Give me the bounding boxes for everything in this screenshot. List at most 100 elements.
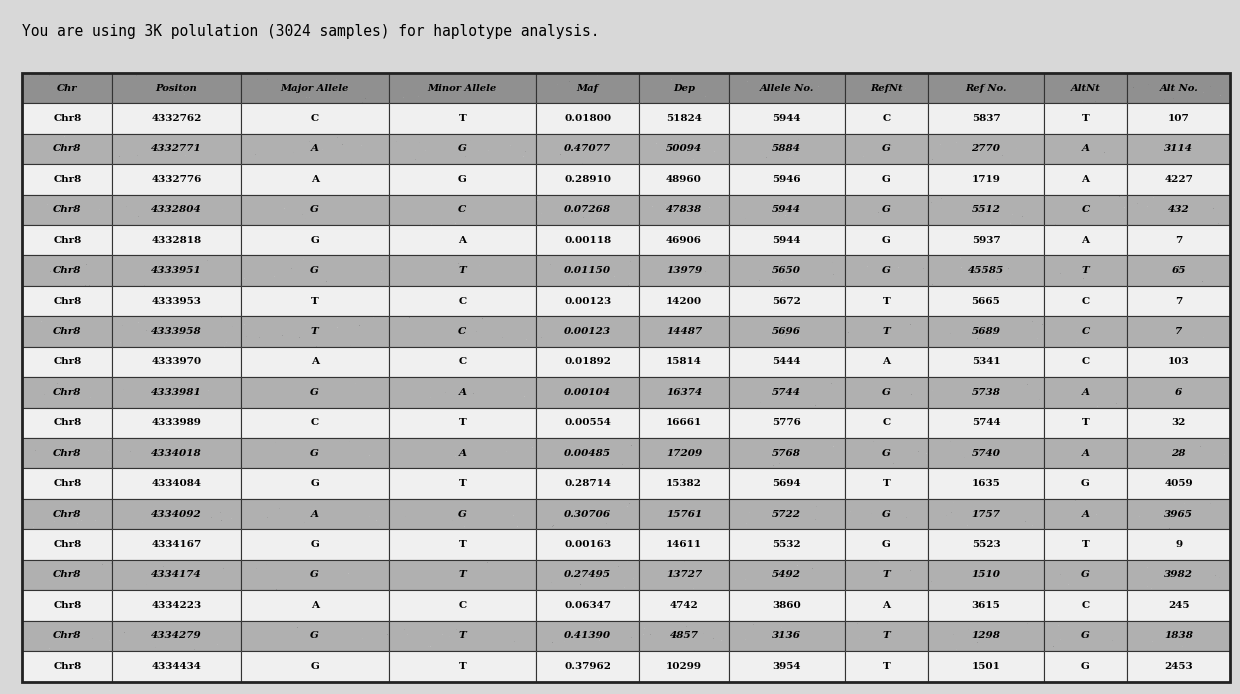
Bar (844, 651, 928, 682)
Text: C: C (459, 296, 466, 305)
Bar (113, 530, 241, 560)
Bar (241, 530, 388, 560)
Bar (113, 164, 241, 194)
Bar (729, 468, 844, 499)
Bar (844, 164, 928, 194)
Bar (928, 499, 1044, 530)
Bar (639, 651, 729, 682)
Text: 13979: 13979 (666, 266, 702, 276)
Bar (1127, 499, 1230, 530)
Text: A: A (459, 236, 466, 245)
Bar (536, 530, 639, 560)
Text: Allele No.: Allele No. (760, 83, 813, 92)
Bar (1127, 164, 1230, 194)
Bar (241, 620, 388, 651)
Bar (729, 134, 844, 164)
Bar (844, 468, 928, 499)
Bar (639, 378, 729, 407)
Bar (928, 255, 1044, 286)
Text: A: A (311, 175, 319, 184)
Bar (844, 134, 928, 164)
Text: T: T (459, 114, 466, 123)
Text: Chr8: Chr8 (53, 570, 82, 579)
Bar (388, 438, 536, 468)
Bar (844, 590, 928, 620)
Bar (1044, 530, 1127, 560)
Bar (22, 103, 113, 134)
Text: 0.00118: 0.00118 (564, 236, 611, 245)
Text: 5696: 5696 (773, 327, 801, 336)
Text: 1510: 1510 (971, 570, 1001, 579)
Bar (22, 225, 113, 255)
Text: Chr8: Chr8 (53, 327, 82, 336)
Bar (639, 347, 729, 378)
Text: G: G (310, 205, 319, 214)
Text: 1757: 1757 (971, 509, 1001, 518)
Bar (1044, 286, 1127, 316)
Bar (928, 620, 1044, 651)
Bar (388, 530, 536, 560)
Text: 1838: 1838 (1164, 632, 1193, 641)
Bar (388, 407, 536, 438)
Bar (1127, 255, 1230, 286)
Text: 3615: 3615 (972, 601, 1001, 610)
Bar (844, 468, 928, 499)
Bar (844, 347, 928, 378)
Bar (1127, 651, 1230, 682)
Text: 0.41390: 0.41390 (564, 632, 611, 641)
Text: 4332776: 4332776 (151, 175, 202, 184)
Text: 0.00163: 0.00163 (564, 540, 611, 549)
Text: Ref No.: Ref No. (965, 83, 1007, 92)
Bar (22, 407, 113, 438)
Bar (928, 134, 1044, 164)
Bar (241, 103, 388, 134)
Bar (729, 73, 844, 103)
Text: 5532: 5532 (773, 540, 801, 549)
Bar (639, 347, 729, 378)
Bar (928, 438, 1044, 468)
Text: Chr8: Chr8 (53, 449, 82, 458)
Bar (388, 225, 536, 255)
Text: T: T (459, 540, 466, 549)
Text: G: G (458, 175, 466, 184)
Bar (388, 286, 536, 316)
Text: G: G (882, 509, 890, 518)
Bar (729, 560, 844, 590)
Text: 50094: 50094 (666, 144, 702, 153)
Bar (22, 347, 113, 378)
Bar (113, 438, 241, 468)
Bar (388, 225, 536, 255)
Bar (536, 286, 639, 316)
Bar (536, 438, 639, 468)
Text: Alt No.: Alt No. (1159, 83, 1198, 92)
Bar (241, 468, 388, 499)
Text: 3114: 3114 (1164, 144, 1193, 153)
Bar (639, 316, 729, 347)
Text: T: T (459, 570, 466, 579)
Bar (844, 225, 928, 255)
Bar (928, 316, 1044, 347)
Bar (113, 255, 241, 286)
Bar (113, 164, 241, 194)
Bar (1127, 438, 1230, 468)
Text: 2453: 2453 (1164, 662, 1193, 671)
Bar (241, 103, 388, 134)
Text: 4333953: 4333953 (151, 296, 201, 305)
Bar (1127, 134, 1230, 164)
Bar (1044, 103, 1127, 134)
Bar (536, 378, 639, 407)
Text: T: T (459, 479, 466, 488)
Text: 5884: 5884 (773, 144, 801, 153)
Bar (1044, 590, 1127, 620)
Bar (639, 438, 729, 468)
Bar (113, 560, 241, 590)
Bar (241, 194, 388, 225)
Bar (388, 103, 536, 134)
Bar (844, 590, 928, 620)
Bar (1127, 378, 1230, 407)
Bar (639, 590, 729, 620)
Bar (1127, 407, 1230, 438)
Bar (1127, 590, 1230, 620)
Bar (844, 620, 928, 651)
Bar (241, 347, 388, 378)
